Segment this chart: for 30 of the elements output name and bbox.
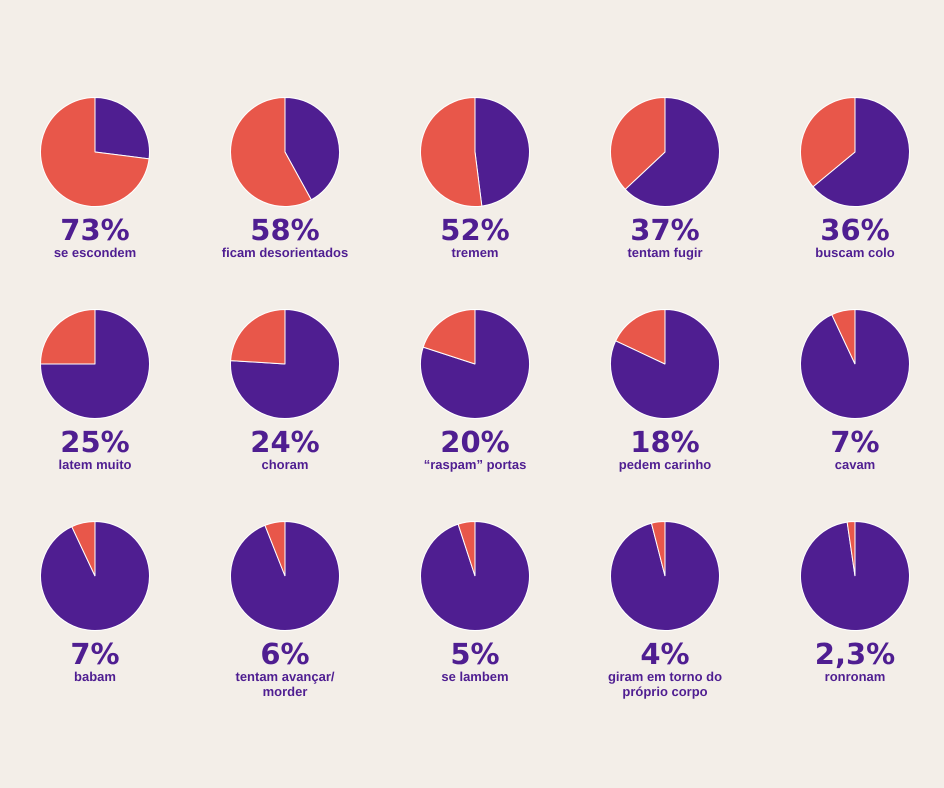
text: 24%	[250, 425, 320, 459]
text: babam	[73, 669, 117, 684]
text: pedem carinho	[618, 457, 712, 472]
text: 18%	[630, 425, 700, 459]
text: 73%	[60, 213, 130, 247]
text: 37%	[630, 213, 700, 247]
text: 20%	[440, 425, 510, 459]
text: 7%	[70, 637, 120, 671]
text: 2,3%	[814, 637, 896, 671]
text: 4%	[640, 637, 690, 671]
text: ficam desorientados	[220, 245, 350, 260]
text: buscam colo	[814, 245, 896, 260]
text: 36%	[820, 213, 890, 247]
text: tremem	[450, 245, 500, 260]
text: 25%	[60, 425, 130, 459]
text: tentam fugir	[626, 245, 704, 260]
text: “raspam” portas	[422, 457, 528, 472]
text: 7%	[830, 425, 880, 459]
text: 6%	[260, 637, 310, 671]
text: tentam avançar/ morder	[234, 669, 336, 699]
text: latem muito	[58, 457, 132, 472]
text: giram em torno do próprio corpo	[606, 669, 724, 699]
text: ronronam	[824, 669, 886, 684]
text: se escondem	[52, 245, 138, 260]
text: 58%	[250, 213, 320, 247]
text: se lambem	[440, 669, 510, 684]
text: 5%	[450, 637, 500, 671]
text: cavam	[834, 457, 876, 472]
text: choram	[260, 457, 310, 472]
text: 52%	[440, 213, 510, 247]
